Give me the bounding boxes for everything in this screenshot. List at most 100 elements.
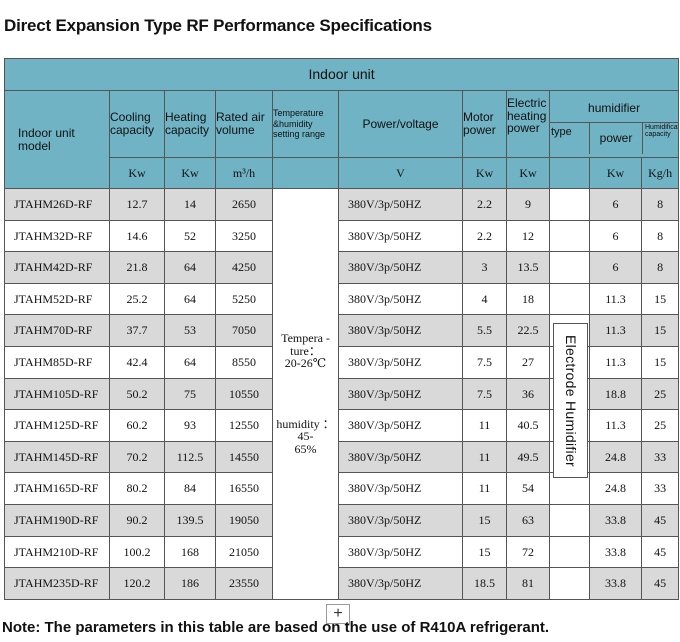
setting-range-hum-value: 65% bbox=[294, 442, 317, 457]
cell-hum-power: 6 bbox=[589, 251, 642, 284]
cell-model: JTAHM210D-RF bbox=[4, 535, 110, 569]
cell-cooling: 90.2 bbox=[109, 503, 165, 537]
cell-hum-capacity: 45 bbox=[640, 535, 680, 569]
cell-power-voltage: 380V/3p/50HZ bbox=[338, 188, 463, 221]
cell-hum-capacity: 33 bbox=[640, 440, 680, 474]
cell-model: JTAHM52D-RF bbox=[4, 282, 110, 316]
cell-heating: 139.5 bbox=[164, 503, 216, 537]
cell-power-voltage: 380V/3p/50HZ bbox=[338, 472, 463, 505]
cell-air-volume: 4250 bbox=[215, 251, 273, 284]
cell-heating: 186 bbox=[164, 567, 216, 600]
cell-hum-power: 33.8 bbox=[589, 535, 642, 569]
cell-hum-power: 6 bbox=[589, 188, 642, 221]
cell-model: JTAHM26D-RF bbox=[4, 188, 110, 221]
table-row: JTAHM165D-RF 80.2 84 16550 380V/3p/50HZ 11 54 2… bbox=[4, 472, 680, 505]
cell-hum-capacity: 8 bbox=[640, 188, 680, 221]
cell-air-volume: 12550 bbox=[215, 409, 273, 442]
unit-setting-range bbox=[272, 157, 339, 189]
col-header-model: Indoor unit model bbox=[4, 90, 110, 189]
cell-electric-heating: 49.5 bbox=[506, 440, 550, 474]
cell-cooling: 42.4 bbox=[109, 345, 165, 379]
setting-range-hum-label: humidity ： 45- bbox=[276, 416, 335, 444]
cell-air-volume: 19050 bbox=[215, 503, 273, 537]
cell-motor-power: 11 bbox=[462, 409, 507, 442]
cell-hum-power: 24.8 bbox=[589, 472, 642, 505]
cell-power-voltage: 380V/3p/50HZ bbox=[338, 409, 463, 442]
cell-hum-type bbox=[549, 535, 590, 569]
cell-model: JTAHM70D-RF bbox=[4, 314, 110, 347]
cell-cooling: 50.2 bbox=[109, 377, 165, 411]
cell-motor-power: 5.5 bbox=[462, 314, 507, 347]
cell-heating: 64 bbox=[164, 345, 216, 379]
insert-row-button[interactable]: + bbox=[326, 604, 350, 624]
cell-power-voltage: 380V/3p/50HZ bbox=[338, 282, 463, 316]
unit-hum-power: Kw bbox=[589, 157, 642, 189]
cell-cooling: 14.6 bbox=[109, 219, 165, 253]
cell-motor-power: 2.2 bbox=[462, 188, 507, 221]
cell-hum-power: 18.8 bbox=[589, 377, 642, 411]
cell-heating: 53 bbox=[164, 314, 216, 347]
table-row: JTAHM125D-RF 60.2 93 12550 380V/3p/50HZ 11 40.… bbox=[4, 409, 680, 442]
cell-cooling: 60.2 bbox=[109, 409, 165, 442]
cell-model: JTAHM165D-RF bbox=[4, 472, 110, 505]
cell-hum-capacity: 45 bbox=[640, 503, 680, 537]
cell-hum-capacity: 15 bbox=[640, 282, 680, 316]
cell-heating: 52 bbox=[164, 219, 216, 253]
table-row: JTAHM190D-RF 90.2 139.5 19050 380V/3p/50HZ 15… bbox=[4, 503, 680, 537]
cell-hum-power: 6 bbox=[589, 219, 642, 253]
table-row: JTAHM26D-RF 12.7 14 2650 Tempera -ture： 20-26… bbox=[4, 188, 680, 600]
setting-range-cell: Tempera -ture： 20-26℃ humidity ： 45- 65% bbox=[272, 188, 339, 600]
cell-model: JTAHM85D-RF bbox=[4, 345, 110, 379]
cell-motor-power: 18.5 bbox=[462, 567, 507, 600]
cell-air-volume: 14550 bbox=[215, 440, 273, 474]
page-title: Direct Expansion Type RF Performance Spe… bbox=[4, 16, 432, 35]
cell-cooling: 120.2 bbox=[109, 567, 165, 600]
cell-heating: 75 bbox=[164, 377, 216, 411]
cell-cooling: 25.2 bbox=[109, 282, 165, 316]
cell-electric-heating: 27 bbox=[506, 345, 550, 379]
indoor-unit-banner: Indoor unit bbox=[3, 58, 680, 91]
cell-motor-power: 11 bbox=[462, 440, 507, 474]
unit-air: m³/h bbox=[215, 157, 273, 189]
footnote: Note: The parameters in this table are b… bbox=[2, 619, 550, 636]
cell-hum-capacity: 45 bbox=[640, 567, 680, 600]
cell-air-volume: 3250 bbox=[215, 219, 273, 253]
cell-model: JTAHM32D-RF bbox=[4, 219, 110, 253]
cell-air-volume: 23550 bbox=[215, 567, 273, 600]
humidifier-type-label: Electrode Humidifier bbox=[562, 334, 579, 467]
cell-electric-heating: 40.5 bbox=[506, 409, 550, 442]
cell-hum-capacity: 33 bbox=[640, 472, 680, 505]
cell-power-voltage: 380V/3p/50HZ bbox=[338, 535, 463, 569]
cell-heating: 112.5 bbox=[164, 440, 216, 474]
cell-heating: 64 bbox=[164, 282, 216, 316]
unit-hum-capacity: Kg/h bbox=[640, 157, 680, 189]
cell-electric-heating: 13.5 bbox=[506, 251, 550, 284]
cell-model: JTAHM190D-RF bbox=[4, 503, 110, 537]
cell-air-volume: 5250 bbox=[215, 282, 273, 316]
cell-hum-type bbox=[549, 219, 590, 253]
cell-air-volume: 7050 bbox=[215, 314, 273, 347]
cell-motor-power: 11 bbox=[462, 472, 507, 505]
cell-electric-heating: 72 bbox=[506, 535, 550, 569]
unit-heating: Kw bbox=[164, 157, 216, 189]
cell-model: JTAHM235D-RF bbox=[4, 567, 110, 600]
cell-hum-power: 33.8 bbox=[589, 503, 642, 537]
cell-hum-power: 24.8 bbox=[589, 440, 642, 474]
col-header-humidifier: humidifier type power Humidification cap… bbox=[548, 90, 680, 158]
cell-hum-type bbox=[549, 567, 590, 600]
cell-electric-heating: 81 bbox=[506, 567, 550, 600]
hum-type-header: type bbox=[551, 123, 590, 154]
cell-heating: 84 bbox=[164, 472, 216, 505]
cell-hum-capacity: 15 bbox=[640, 345, 680, 379]
cell-model: JTAHM145D-RF bbox=[4, 440, 110, 474]
cell-motor-power: 15 bbox=[462, 503, 507, 537]
cell-model: JTAHM105D-RF bbox=[4, 377, 110, 411]
col-header-air: Rated air volume bbox=[215, 90, 273, 158]
cell-cooling: 70.2 bbox=[109, 440, 165, 474]
cell-motor-power: 15 bbox=[462, 535, 507, 569]
setting-range-temp-value: 20-26℃ bbox=[284, 356, 327, 371]
humidifier-group-label: humidifier bbox=[550, 94, 678, 123]
humidifier-type-box: Electrode Humidifier bbox=[553, 323, 588, 478]
setting-range-temp-label: Tempera -ture： bbox=[281, 331, 330, 358]
col-header-power-voltage: Power/voltage bbox=[338, 90, 463, 158]
